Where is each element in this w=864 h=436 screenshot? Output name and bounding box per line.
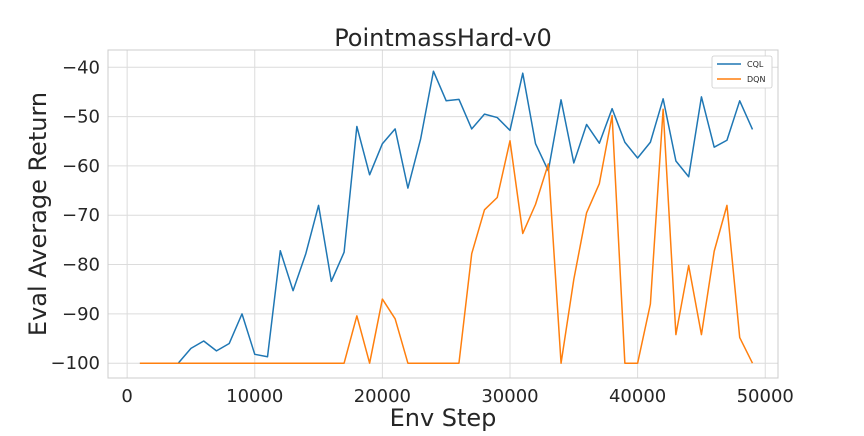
x-tick-label: 10000 xyxy=(226,386,283,407)
y-tick-label: −40 xyxy=(62,57,100,78)
x-axis-label: Env Step xyxy=(390,404,497,432)
y-axis-label: Eval Average Return xyxy=(24,92,52,336)
plot-frame xyxy=(107,49,779,379)
x-tick-labels: 0 10000 20000 30000 40000 50000 xyxy=(121,386,793,407)
y-tick-labels: −100 −90 −80 −70 −60 −50 −40 xyxy=(51,57,100,374)
y-tick-label: −90 xyxy=(62,304,100,325)
legend: CQL DQN xyxy=(711,55,773,89)
x-tick-label: 0 xyxy=(121,386,132,407)
series-line-cql xyxy=(139,70,754,364)
x-tick-label: 40000 xyxy=(609,386,666,407)
chart-title: PointmassHard-v0 xyxy=(334,24,552,52)
x-tick-label: 30000 xyxy=(481,386,538,407)
y-tick-label: −100 xyxy=(51,353,100,374)
series-line-dqn xyxy=(139,108,754,364)
y-tick-label: −60 xyxy=(62,156,100,177)
legend-label-dqn: DQN xyxy=(747,75,765,84)
legend-label-cql: CQL xyxy=(747,60,764,69)
x-tick-label: 20000 xyxy=(354,386,411,407)
y-tick-label: −70 xyxy=(62,205,100,226)
series-lines xyxy=(139,70,754,364)
y-tick-label: −50 xyxy=(62,107,100,128)
x-tick-label: 50000 xyxy=(737,386,794,407)
y-tick-label: −80 xyxy=(62,255,100,276)
